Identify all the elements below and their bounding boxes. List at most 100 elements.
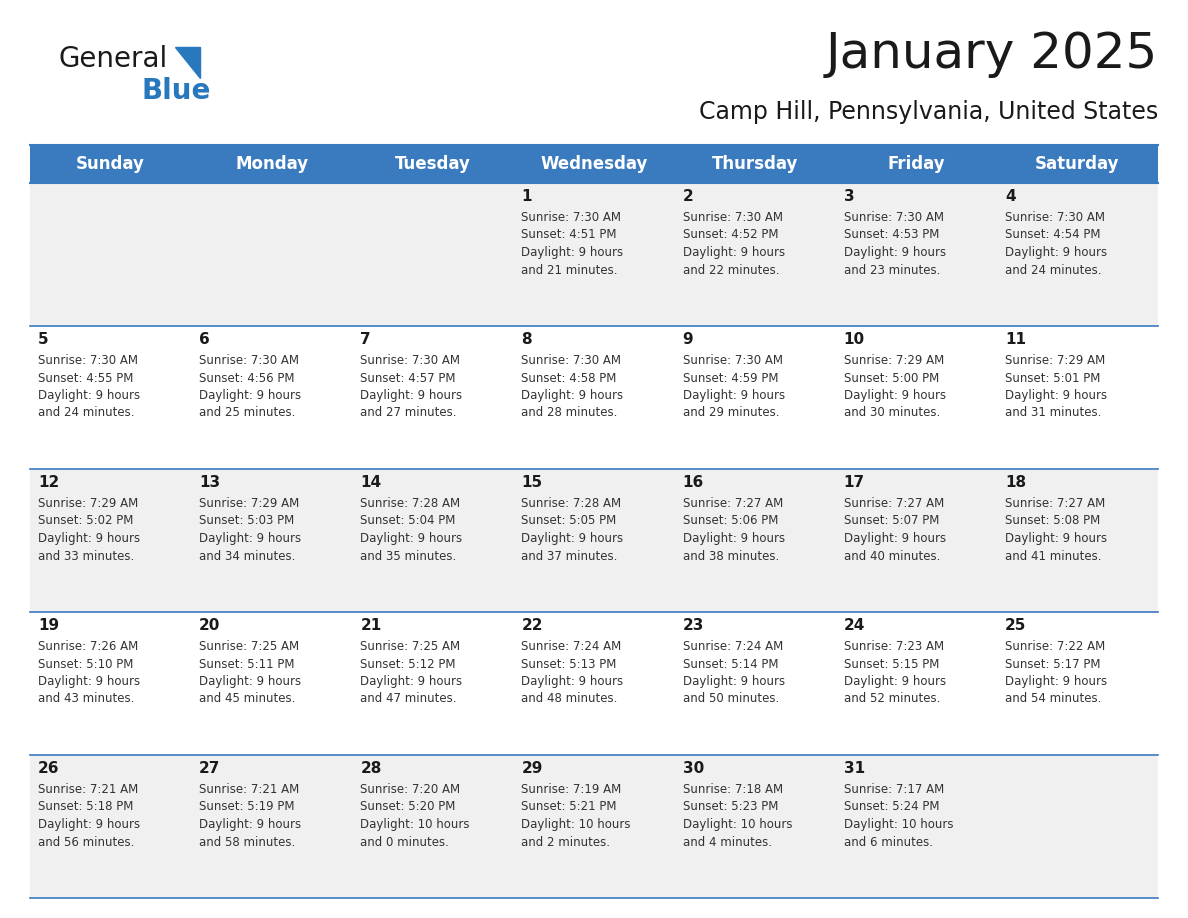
Text: and 28 minutes.: and 28 minutes. [522,407,618,420]
Text: Sunrise: 7:18 AM: Sunrise: 7:18 AM [683,783,783,796]
Text: Daylight: 9 hours: Daylight: 9 hours [522,389,624,402]
Text: Daylight: 9 hours: Daylight: 9 hours [1005,675,1107,688]
Text: Sunrise: 7:29 AM: Sunrise: 7:29 AM [200,497,299,510]
Text: and 29 minutes.: and 29 minutes. [683,407,779,420]
Text: and 23 minutes.: and 23 minutes. [843,263,940,276]
Text: Sunrise: 7:24 AM: Sunrise: 7:24 AM [522,640,621,653]
Text: 14: 14 [360,475,381,490]
Text: Sunrise: 7:27 AM: Sunrise: 7:27 AM [1005,497,1105,510]
Text: and 4 minutes.: and 4 minutes. [683,835,771,848]
Text: 20: 20 [200,618,221,633]
Text: Daylight: 10 hours: Daylight: 10 hours [360,818,469,831]
Text: Sunset: 5:23 PM: Sunset: 5:23 PM [683,800,778,813]
Text: Sunset: 5:21 PM: Sunset: 5:21 PM [522,800,617,813]
Bar [30,145,1158,183]
Text: 22: 22 [522,618,543,633]
Text: Sunrise: 7:30 AM: Sunrise: 7:30 AM [522,354,621,367]
Text: 13: 13 [200,475,220,490]
Text: 25: 25 [1005,618,1026,633]
Text: 1: 1 [522,189,532,204]
Text: 2: 2 [683,189,694,204]
Text: 6: 6 [200,332,210,347]
Text: Sunrise: 7:27 AM: Sunrise: 7:27 AM [843,497,944,510]
Text: Daylight: 9 hours: Daylight: 9 hours [38,675,140,688]
Text: and 38 minutes.: and 38 minutes. [683,550,779,563]
Text: Daylight: 10 hours: Daylight: 10 hours [683,818,792,831]
Text: Sunrise: 7:29 AM: Sunrise: 7:29 AM [38,497,138,510]
Text: Sunset: 4:57 PM: Sunset: 4:57 PM [360,372,456,385]
Text: Sunset: 5:04 PM: Sunset: 5:04 PM [360,514,456,528]
Text: Sunrise: 7:30 AM: Sunrise: 7:30 AM [38,354,138,367]
Text: Sunset: 4:53 PM: Sunset: 4:53 PM [843,229,939,241]
Text: and 27 minutes.: and 27 minutes. [360,407,456,420]
Text: Daylight: 10 hours: Daylight: 10 hours [843,818,953,831]
Text: Sunrise: 7:30 AM: Sunrise: 7:30 AM [843,211,943,224]
Text: Daylight: 9 hours: Daylight: 9 hours [843,389,946,402]
Text: Sunset: 5:24 PM: Sunset: 5:24 PM [843,800,940,813]
Text: Sunday: Sunday [76,155,145,173]
Text: Sunrise: 7:24 AM: Sunrise: 7:24 AM [683,640,783,653]
Text: Blue: Blue [141,77,210,105]
Text: Sunrise: 7:23 AM: Sunrise: 7:23 AM [843,640,943,653]
Text: Sunset: 5:06 PM: Sunset: 5:06 PM [683,514,778,528]
Text: 7: 7 [360,332,371,347]
Text: Sunrise: 7:30 AM: Sunrise: 7:30 AM [683,211,783,224]
Text: Sunset: 4:59 PM: Sunset: 4:59 PM [683,372,778,385]
Text: Sunset: 5:05 PM: Sunset: 5:05 PM [522,514,617,528]
Text: and 34 minutes.: and 34 minutes. [200,550,296,563]
Bar [30,755,1158,898]
Text: Monday: Monday [235,155,308,173]
Text: Sunrise: 7:26 AM: Sunrise: 7:26 AM [38,640,138,653]
Text: and 56 minutes.: and 56 minutes. [38,835,134,848]
Text: and 37 minutes.: and 37 minutes. [522,550,618,563]
Text: Sunset: 5:18 PM: Sunset: 5:18 PM [38,800,133,813]
Text: and 47 minutes.: and 47 minutes. [360,692,456,706]
Text: Sunset: 5:00 PM: Sunset: 5:00 PM [843,372,939,385]
Text: Daylight: 9 hours: Daylight: 9 hours [1005,246,1107,259]
Text: Daylight: 9 hours: Daylight: 9 hours [360,675,462,688]
Text: Sunrise: 7:30 AM: Sunrise: 7:30 AM [683,354,783,367]
Text: Tuesday: Tuesday [394,155,470,173]
Text: and 43 minutes.: and 43 minutes. [38,692,134,706]
Text: Sunset: 4:56 PM: Sunset: 4:56 PM [200,372,295,385]
Text: Sunrise: 7:30 AM: Sunrise: 7:30 AM [200,354,299,367]
Text: Sunrise: 7:28 AM: Sunrise: 7:28 AM [522,497,621,510]
Text: Sunset: 5:10 PM: Sunset: 5:10 PM [38,657,133,670]
Text: Daylight: 9 hours: Daylight: 9 hours [683,675,785,688]
Text: Sunset: 5:12 PM: Sunset: 5:12 PM [360,657,456,670]
Text: and 54 minutes.: and 54 minutes. [1005,692,1101,706]
Text: Daylight: 9 hours: Daylight: 9 hours [360,532,462,545]
Text: 12: 12 [38,475,59,490]
Text: Sunset: 5:08 PM: Sunset: 5:08 PM [1005,514,1100,528]
Text: Sunset: 4:51 PM: Sunset: 4:51 PM [522,229,617,241]
Text: Sunset: 5:13 PM: Sunset: 5:13 PM [522,657,617,670]
Bar [30,326,1158,469]
Text: Sunrise: 7:28 AM: Sunrise: 7:28 AM [360,497,461,510]
Text: and 50 minutes.: and 50 minutes. [683,692,779,706]
Text: Sunrise: 7:17 AM: Sunrise: 7:17 AM [843,783,944,796]
Text: Daylight: 9 hours: Daylight: 9 hours [843,675,946,688]
Text: Daylight: 9 hours: Daylight: 9 hours [38,389,140,402]
Text: Sunrise: 7:20 AM: Sunrise: 7:20 AM [360,783,461,796]
Text: 17: 17 [843,475,865,490]
Text: Sunrise: 7:22 AM: Sunrise: 7:22 AM [1005,640,1105,653]
Text: and 35 minutes.: and 35 minutes. [360,550,456,563]
Text: and 40 minutes.: and 40 minutes. [843,550,940,563]
Text: 3: 3 [843,189,854,204]
Text: Friday: Friday [887,155,946,173]
Text: and 52 minutes.: and 52 minutes. [843,692,940,706]
Text: Sunset: 5:01 PM: Sunset: 5:01 PM [1005,372,1100,385]
Text: Sunset: 5:03 PM: Sunset: 5:03 PM [200,514,295,528]
Text: Daylight: 10 hours: Daylight: 10 hours [522,818,631,831]
Text: Sunset: 4:54 PM: Sunset: 4:54 PM [1005,229,1100,241]
Text: Daylight: 9 hours: Daylight: 9 hours [522,675,624,688]
Text: and 45 minutes.: and 45 minutes. [200,692,296,706]
Text: Sunset: 5:15 PM: Sunset: 5:15 PM [843,657,939,670]
Text: Sunset: 4:55 PM: Sunset: 4:55 PM [38,372,133,385]
Text: Wednesday: Wednesday [541,155,647,173]
Text: Sunset: 5:17 PM: Sunset: 5:17 PM [1005,657,1100,670]
Text: January 2025: January 2025 [826,30,1158,78]
Text: 11: 11 [1005,332,1026,347]
Text: Daylight: 9 hours: Daylight: 9 hours [360,389,462,402]
Text: Daylight: 9 hours: Daylight: 9 hours [683,532,785,545]
